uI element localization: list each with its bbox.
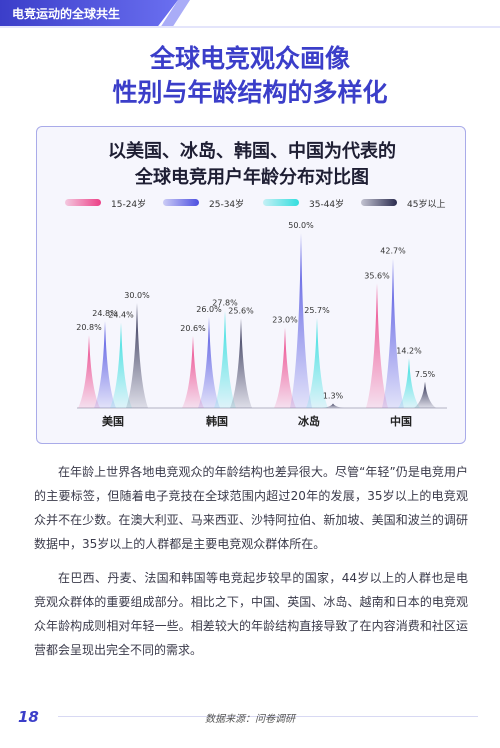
legend-swatch xyxy=(65,199,101,206)
data-source: 数据来源：问卷调研 xyxy=(205,714,295,725)
legend-label: 15-24岁 xyxy=(111,198,146,210)
page-title-line-1: 全球电竞观众画像 xyxy=(149,44,350,73)
bar-peak xyxy=(214,310,236,408)
bar-peak xyxy=(78,335,100,408)
bar-peak xyxy=(290,233,312,408)
legend-label: 45岁以上 xyxy=(407,198,445,210)
category-label: 冰岛 xyxy=(298,414,320,428)
legend-swatch xyxy=(163,199,199,206)
header-tab: 电竞运动的全球共生 xyxy=(0,0,178,28)
bar-peak xyxy=(306,318,328,408)
data-label: 7.5% xyxy=(415,370,436,379)
data-label: 30.0% xyxy=(124,291,150,300)
category-label: 美国 xyxy=(102,414,124,428)
data-label: 25.6% xyxy=(228,306,254,315)
chart-title-line-2: 全球电竞用户年龄分布对比图 xyxy=(135,167,369,188)
bar-peak xyxy=(274,327,296,408)
legend-label: 35-44岁 xyxy=(309,198,344,210)
data-label: 20.8% xyxy=(76,323,102,332)
bar-peak xyxy=(182,335,204,408)
bar-peak xyxy=(94,321,116,408)
chart-title-line-1: 以美国、冰岛、韩国、中国为代表的 xyxy=(108,141,396,162)
data-label: 26.0% xyxy=(196,305,222,314)
data-label: 24.8% xyxy=(92,309,118,318)
data-label: 20.6% xyxy=(180,324,206,333)
bar-peak xyxy=(126,303,148,408)
bar-peak xyxy=(322,403,344,408)
chart-card: 以美国、冰岛、韩国、中国为代表的 全球电竞用户年龄分布对比图 15-24岁 25-… xyxy=(36,126,466,444)
legend-swatch xyxy=(263,199,299,206)
page-title-line-2: 性别与年龄结构的多样化 xyxy=(112,78,388,107)
bar-peak xyxy=(110,322,132,408)
body-paragraph-2: 在巴西、丹麦、法国和韩国等电竞起步较早的国家，44岁以上的人群也是电竞观众群体的… xyxy=(34,571,468,657)
header-rule xyxy=(0,26,500,28)
page-number: 18 xyxy=(18,708,39,726)
data-label: 50.0% xyxy=(288,221,314,230)
data-label: 14.2% xyxy=(396,346,422,355)
bar-peak xyxy=(414,381,436,408)
category-label: 韩国 xyxy=(206,414,228,428)
bar-peak xyxy=(198,317,220,408)
bar-peak xyxy=(398,358,420,408)
data-label: 24.4% xyxy=(108,311,134,320)
bar-peak xyxy=(366,283,388,408)
category-label: 中国 xyxy=(390,414,412,428)
data-label: 23.0% xyxy=(272,316,298,325)
legend-label: 25-34岁 xyxy=(209,198,244,210)
bar-peak xyxy=(382,258,404,408)
data-label: 35.6% xyxy=(364,271,390,280)
data-label: 27.8% xyxy=(212,299,238,308)
data-label: 25.7% xyxy=(304,306,330,315)
bar-peak xyxy=(230,318,252,408)
age-distribution-chart: 15-24岁 25-34岁 35-44岁 45岁以上 20.8% 24.8%24.4% 3… xyxy=(65,198,447,428)
body-paragraph-1: 在年龄上世界各地电竞观众的年龄结构也差异很大。尽管“年轻”仍是电竞用户的主要标签… xyxy=(34,465,468,551)
legend-swatch xyxy=(361,199,397,206)
data-label: 1.3% xyxy=(323,391,344,400)
data-label: 42.7% xyxy=(380,247,406,256)
page-title: 全球电竞观众画像 性别与年龄结构的多样化 xyxy=(0,42,500,110)
footer-rule xyxy=(58,716,478,717)
chart-title: 以美国、冰岛、韩国、中国为代表的 全球电竞用户年龄分布对比图 xyxy=(37,139,467,191)
